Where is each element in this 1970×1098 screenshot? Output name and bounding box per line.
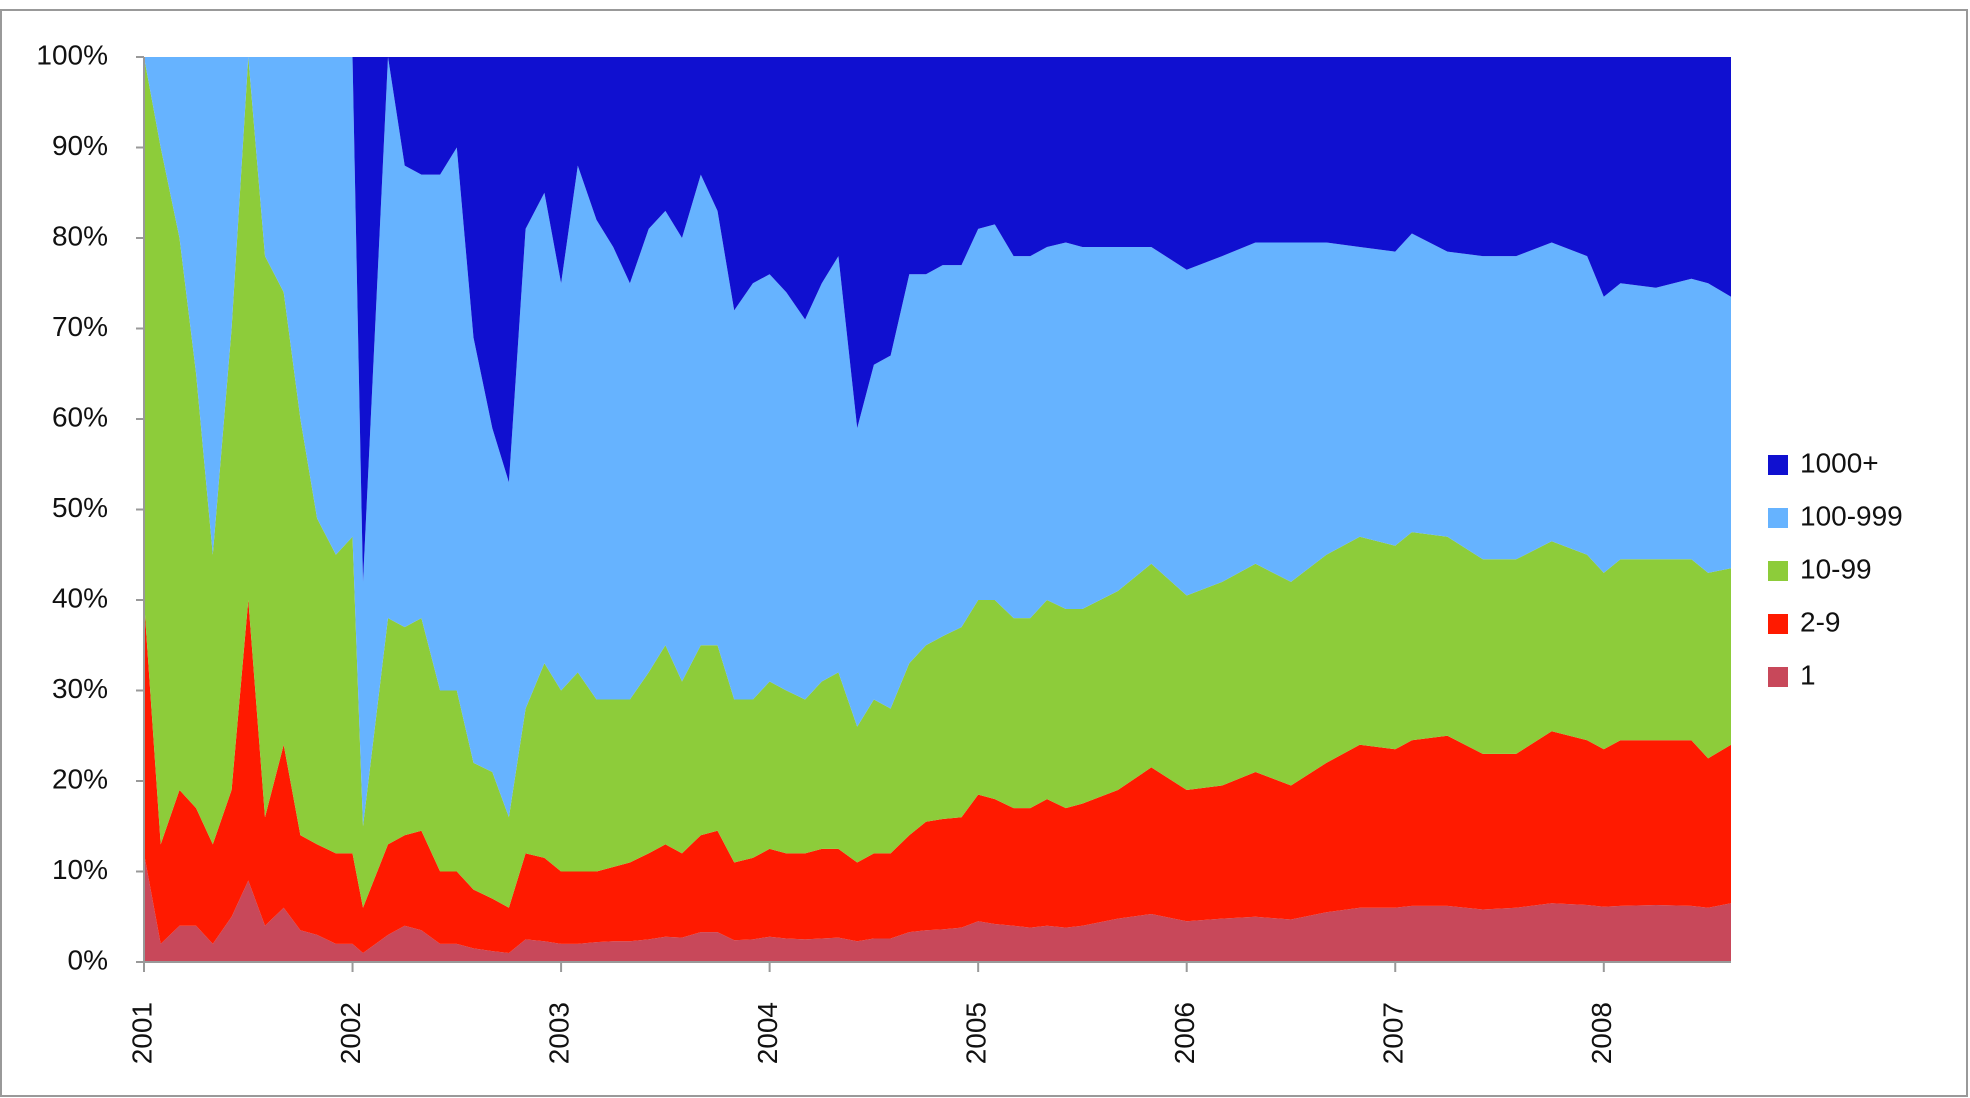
legend-swatch	[1768, 508, 1788, 528]
legend-swatch	[1768, 455, 1788, 475]
y-tick-label: 30%	[52, 673, 108, 704]
area	[144, 57, 1731, 908]
legend-label: 10-99	[1800, 553, 1872, 584]
y-tick-label: 0%	[68, 944, 108, 975]
y-tick-label: 40%	[52, 582, 108, 613]
y-tick-label: 70%	[52, 311, 108, 342]
legend-swatch	[1768, 614, 1788, 634]
x-tick-label: 2003	[543, 1002, 574, 1064]
legend-label: 1000+	[1800, 447, 1879, 478]
area	[144, 853, 1731, 962]
y-tick-label: 90%	[52, 130, 108, 161]
legend-label: 2-9	[1800, 606, 1840, 637]
x-tick-label: 2008	[1586, 1002, 1617, 1064]
legend-swatch	[1768, 667, 1788, 687]
legend-swatch	[1768, 561, 1788, 581]
y-tick-label: 10%	[52, 854, 108, 885]
x-tick-label: 2007	[1378, 1002, 1409, 1064]
x-tick-label: 2004	[752, 1002, 783, 1064]
x-tick-label: 2002	[335, 1002, 366, 1064]
area	[144, 600, 1731, 953]
legend-label: 100-999	[1800, 500, 1903, 531]
area	[144, 57, 1731, 582]
x-tick-label: 2005	[961, 1002, 992, 1064]
y-tick-label: 100%	[36, 39, 108, 70]
legend-label: 1	[1800, 659, 1816, 690]
y-tick-label: 60%	[52, 401, 108, 432]
frame	[0, 9, 1968, 1097]
y-tick-label: 50%	[52, 492, 108, 523]
x-tick-label: 2006	[1169, 1002, 1200, 1064]
y-tick-label: 20%	[52, 763, 108, 794]
x-tick-label: 2001	[126, 1002, 157, 1064]
area	[144, 57, 1731, 827]
y-tick-label: 80%	[52, 220, 108, 251]
